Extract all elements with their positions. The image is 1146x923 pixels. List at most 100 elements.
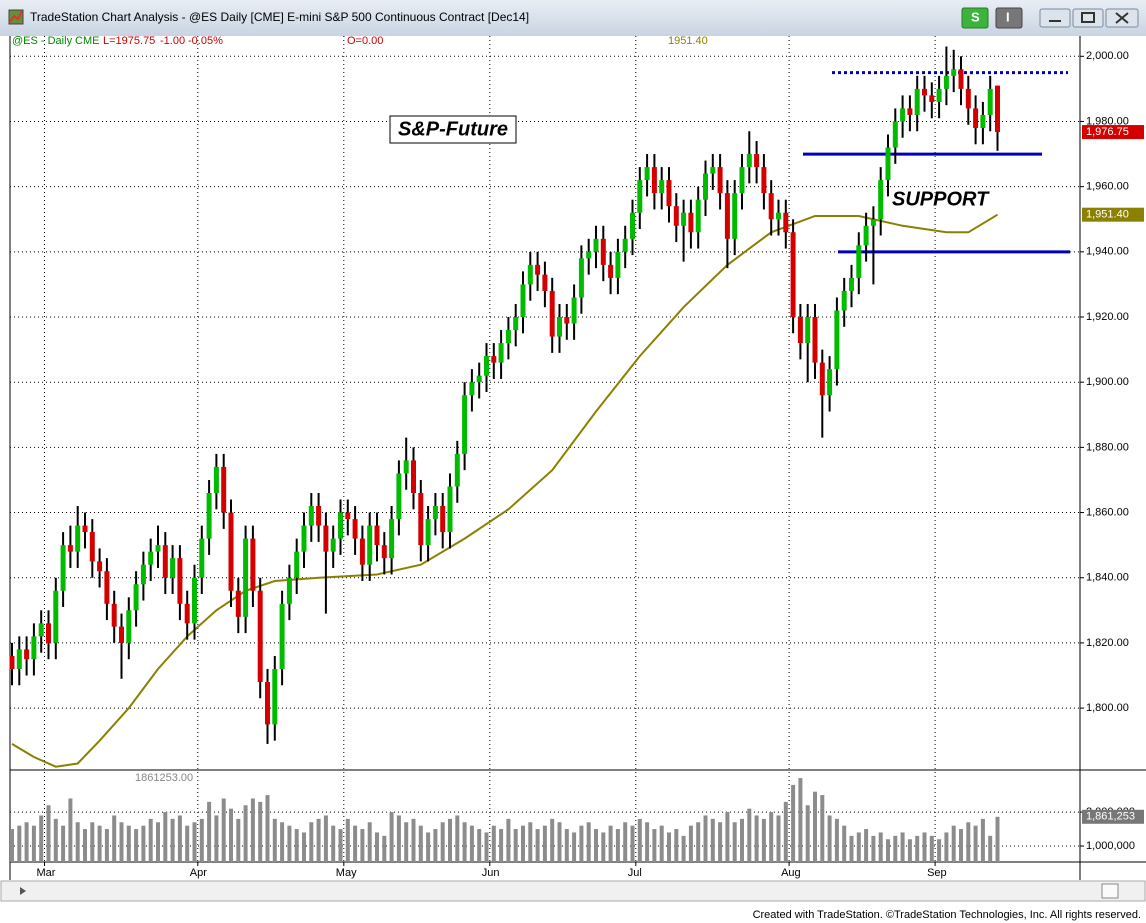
- candle-body: [673, 206, 679, 226]
- volume-bar: [177, 815, 182, 862]
- volume-bar: [499, 829, 504, 862]
- candle-body: [827, 369, 833, 396]
- candle-body: [60, 545, 66, 591]
- volume-bar: [302, 832, 306, 862]
- volume-bar: [331, 825, 336, 862]
- candle-body: [812, 317, 818, 363]
- ma-tag: 1,951.40: [1086, 209, 1129, 221]
- annotation-box: [389, 115, 517, 144]
- volume-bar: [185, 825, 190, 862]
- candle-body: [199, 538, 205, 578]
- volume-bar: [484, 832, 489, 862]
- x-tick-label: Jun: [482, 867, 500, 879]
- volume-bar: [842, 825, 847, 862]
- candle-body: [352, 519, 358, 539]
- y-tick-label: 1,980.00: [1086, 115, 1129, 127]
- volume-bar: [710, 818, 715, 862]
- volume-bar: [287, 825, 292, 862]
- candle-body: [67, 545, 73, 552]
- i-button-label[interactable]: I: [1006, 9, 1010, 24]
- volume-bar: [90, 822, 95, 862]
- candle-body: [870, 219, 876, 226]
- volume-bar: [513, 829, 518, 862]
- candle-body: [82, 525, 88, 533]
- volume-bar: [586, 822, 591, 862]
- volume-bar: [973, 825, 978, 862]
- status-last: L=1975.75: [103, 35, 155, 47]
- y-tick-label: 1,940.00: [1086, 246, 1129, 258]
- candle-body: [922, 88, 927, 96]
- volume-bar: [469, 825, 474, 862]
- candle-body: [213, 466, 219, 493]
- candle-body: [695, 199, 701, 233]
- volume-bar: [820, 795, 825, 862]
- volume-bar: [440, 822, 445, 862]
- y-tick-label: 1,820.00: [1086, 637, 1129, 649]
- y-tick-label: 1,920.00: [1086, 311, 1129, 323]
- status-exchange: CME: [75, 35, 99, 47]
- volume-bar: [856, 832, 861, 862]
- volume-bar: [97, 825, 102, 862]
- volume-bar: [791, 784, 796, 862]
- y-tick-label: 1,960.00: [1086, 181, 1129, 193]
- scroll-left[interactable]: [20, 887, 26, 895]
- volume-bar: [10, 829, 14, 862]
- candle-body: [571, 297, 577, 324]
- volume-bar: [550, 818, 555, 862]
- volume-bar: [396, 815, 401, 862]
- status-symbol: @ES - Daily: [12, 35, 73, 47]
- volume-bar: [236, 818, 241, 862]
- volume-bar: [375, 832, 379, 862]
- candle-body: [651, 167, 657, 194]
- volume-bar: [754, 815, 759, 862]
- i-button[interactable]: [995, 7, 1023, 29]
- candle-body: [484, 356, 489, 376]
- candle-body: [637, 180, 643, 213]
- candle-body: [717, 167, 723, 194]
- volume-bar: [382, 835, 387, 862]
- volume-bar: [761, 818, 766, 862]
- volume-bar: [659, 825, 664, 862]
- candle-body: [834, 310, 840, 370]
- candle-body: [462, 395, 468, 454]
- annotation: S&P-Future: [398, 118, 508, 140]
- candle-body: [308, 506, 314, 526]
- candle-body: [345, 512, 351, 520]
- candle-body: [257, 590, 263, 683]
- x-tick-label: Mar: [37, 867, 56, 879]
- volume-bar: [17, 825, 22, 862]
- candle-body: [206, 492, 212, 539]
- scroll-thumb[interactable]: [1101, 883, 1119, 899]
- candle-body: [381, 545, 387, 559]
- volume-bar: [637, 818, 642, 862]
- candle-body: [440, 506, 446, 533]
- candle-body: [586, 251, 592, 259]
- s-button-label[interactable]: S: [971, 9, 980, 24]
- volume-bar: [491, 825, 496, 862]
- volume-bar: [68, 798, 73, 862]
- s-button[interactable]: [961, 7, 989, 29]
- volume-bar: [579, 825, 584, 862]
- candle-body: [746, 154, 752, 168]
- annotation: SUPPORT: [892, 188, 990, 210]
- maximize-button[interactable]: [1072, 8, 1104, 28]
- candle-body: [97, 561, 103, 572]
- candle-body: [235, 590, 241, 617]
- volume-bar: [448, 818, 452, 862]
- candle-body: [754, 154, 760, 168]
- chart-area: [0, 36, 1146, 880]
- scrollbar[interactable]: [0, 880, 1146, 902]
- candle-body: [914, 88, 920, 115]
- candle-body: [192, 577, 197, 624]
- volume-bar: [572, 832, 577, 862]
- volume-bar: [849, 835, 854, 862]
- volume-bar: [528, 822, 533, 862]
- candle-body: [89, 532, 95, 562]
- candle-body: [557, 317, 562, 337]
- y-tick-label: 1,800.00: [1086, 702, 1129, 714]
- candle-body: [359, 538, 365, 565]
- volume-bar: [834, 818, 839, 862]
- candle-body: [951, 69, 957, 76]
- volume-bar: [24, 822, 29, 862]
- minimize-button[interactable]: [1039, 8, 1071, 28]
